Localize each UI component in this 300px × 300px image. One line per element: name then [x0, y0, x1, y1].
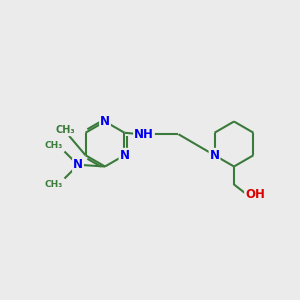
Text: CH₃: CH₃ — [45, 180, 63, 189]
Text: N: N — [100, 115, 110, 128]
Text: N: N — [209, 149, 220, 162]
Text: CH₃: CH₃ — [56, 125, 75, 135]
Text: N: N — [119, 149, 130, 162]
Text: N: N — [73, 158, 83, 172]
Text: OH: OH — [245, 188, 265, 202]
Text: NH: NH — [134, 128, 154, 141]
Text: CH₃: CH₃ — [45, 141, 63, 150]
